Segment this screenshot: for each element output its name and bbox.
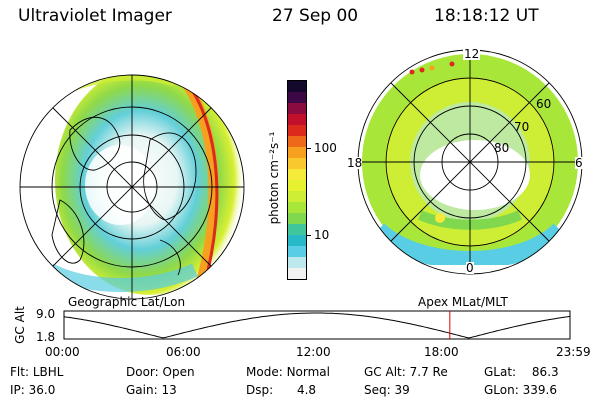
colorbar-segment	[288, 246, 306, 257]
colorbar-segment	[288, 81, 306, 92]
mlt-label-6: 6	[575, 156, 583, 170]
orbit-ytick-top: 9.0	[36, 307, 56, 321]
colorbar-label-10: 10	[314, 228, 330, 242]
mlat-label-80: 80	[494, 141, 510, 155]
info-ip: IP: 36.0	[10, 383, 56, 397]
info-glat: GLat: 86.3	[484, 365, 559, 379]
colorbar-segment	[288, 202, 306, 213]
orbit-plot-frame	[63, 310, 571, 340]
colorbar-segment	[288, 224, 306, 235]
colorbar-segment	[288, 235, 306, 246]
info-door: Door: Open	[126, 365, 195, 379]
colorbar-tick-10	[306, 235, 311, 236]
orbit-xtick-0: 00:00	[45, 345, 80, 359]
colorbar-segment	[288, 147, 306, 158]
colorbar-segment	[288, 158, 306, 169]
colorbar-segment	[288, 92, 306, 103]
colorbar-segment	[288, 136, 306, 147]
colorbar-segment	[288, 257, 306, 268]
colorbar-segment	[288, 213, 306, 224]
image-time: 18:18:12 UT	[434, 6, 539, 26]
mlt-label-0: 0	[466, 261, 474, 275]
info-gain: Gain: 13	[126, 383, 177, 397]
colorbar-segment	[288, 180, 306, 191]
info-mode: Mode: Normal	[246, 365, 330, 379]
orbit-xtick-3: 18:00	[424, 345, 459, 359]
colorbar-tick-100	[306, 148, 311, 149]
orbit-ytick-bottom: 1.8	[36, 330, 56, 344]
orbit-xtick-2: 12:00	[296, 345, 331, 359]
colorbar-segment	[288, 125, 306, 136]
colorbar-label-100: 100	[314, 141, 337, 155]
orbit-altitude-curve	[63, 312, 571, 339]
mlat-label-70: 70	[514, 120, 530, 134]
colorbar-unit: photon cm⁻²s⁻¹	[267, 131, 281, 225]
colorbar-segment	[288, 268, 306, 279]
right-panel-caption: Apex MLat/MLT	[418, 295, 508, 309]
mlt-label-12: 12	[463, 47, 481, 61]
info-glon: GLon: 339.6	[484, 383, 557, 397]
image-date: 27 Sep 00	[272, 6, 359, 26]
colorbar-segment	[288, 114, 306, 125]
orbit-xtick-4: 23:59	[556, 345, 591, 359]
info-seq: Seq: 39	[364, 383, 410, 397]
intensity-colorbar	[287, 80, 307, 280]
orbit-xtick-1: 06:00	[166, 345, 201, 359]
colorbar-segment	[288, 103, 306, 114]
instrument-title: Ultraviolet Imager	[18, 6, 172, 26]
colorbar-segment	[288, 169, 306, 180]
info-gc-alt: GC Alt: 7.7 Re	[364, 365, 448, 379]
mlat-label-60: 60	[536, 97, 552, 111]
colorbar-segment	[288, 191, 306, 202]
mlt-label-18: 18	[347, 156, 363, 170]
orbit-ylabel: GC Alt	[13, 306, 27, 344]
left-panel-caption: Geographic Lat/Lon	[68, 295, 186, 309]
info-dsp: Dsp: 4.8	[246, 383, 317, 397]
info-flt: Flt: LBHL	[10, 365, 64, 379]
